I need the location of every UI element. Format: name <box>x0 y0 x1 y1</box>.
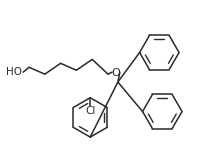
Text: HO: HO <box>6 67 22 77</box>
Text: O: O <box>111 68 120 78</box>
Text: Cl: Cl <box>85 106 95 116</box>
